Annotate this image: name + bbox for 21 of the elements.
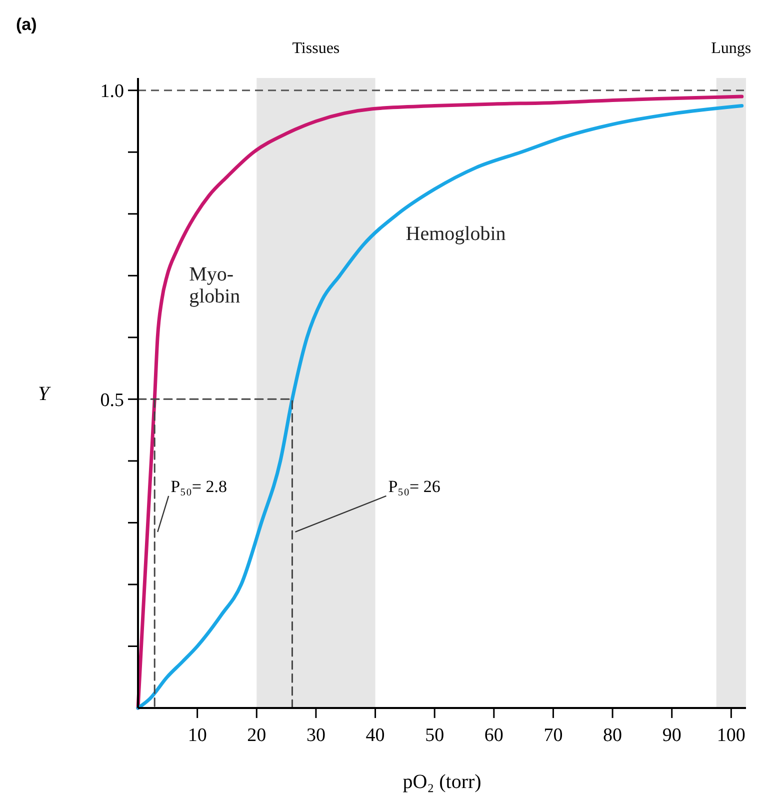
x-tick-label: 40 xyxy=(366,725,385,746)
series-label: Myo- globin xyxy=(189,264,240,308)
annotation: P₅₀= 26 xyxy=(388,476,440,496)
annotation: P₅₀= 2.8 xyxy=(170,476,228,496)
x-tick-label: 10 xyxy=(188,725,207,746)
x-tick-label: 60 xyxy=(484,725,504,746)
x-tick-label: 30 xyxy=(306,725,326,746)
x-tick-label: 90 xyxy=(662,725,682,746)
y-axis-title: Y xyxy=(38,383,51,405)
band-label: Lungs xyxy=(711,40,752,57)
series-label: Hemoglobin xyxy=(406,222,506,245)
band-label: Tissues xyxy=(292,40,340,57)
x-tick-label: 20 xyxy=(247,725,266,746)
x-tick-label: 70 xyxy=(544,725,563,746)
x-tick-label: 100 xyxy=(716,725,746,746)
y-tick-label: 1.0 xyxy=(100,81,124,102)
x-tick-label: 50 xyxy=(425,725,444,746)
x-tick-label: 80 xyxy=(603,725,622,746)
y-tick-label: 0.5 xyxy=(100,390,124,411)
chart-title: (a) xyxy=(16,15,37,34)
x-axis-title: pO₂ (torr) xyxy=(402,771,482,793)
